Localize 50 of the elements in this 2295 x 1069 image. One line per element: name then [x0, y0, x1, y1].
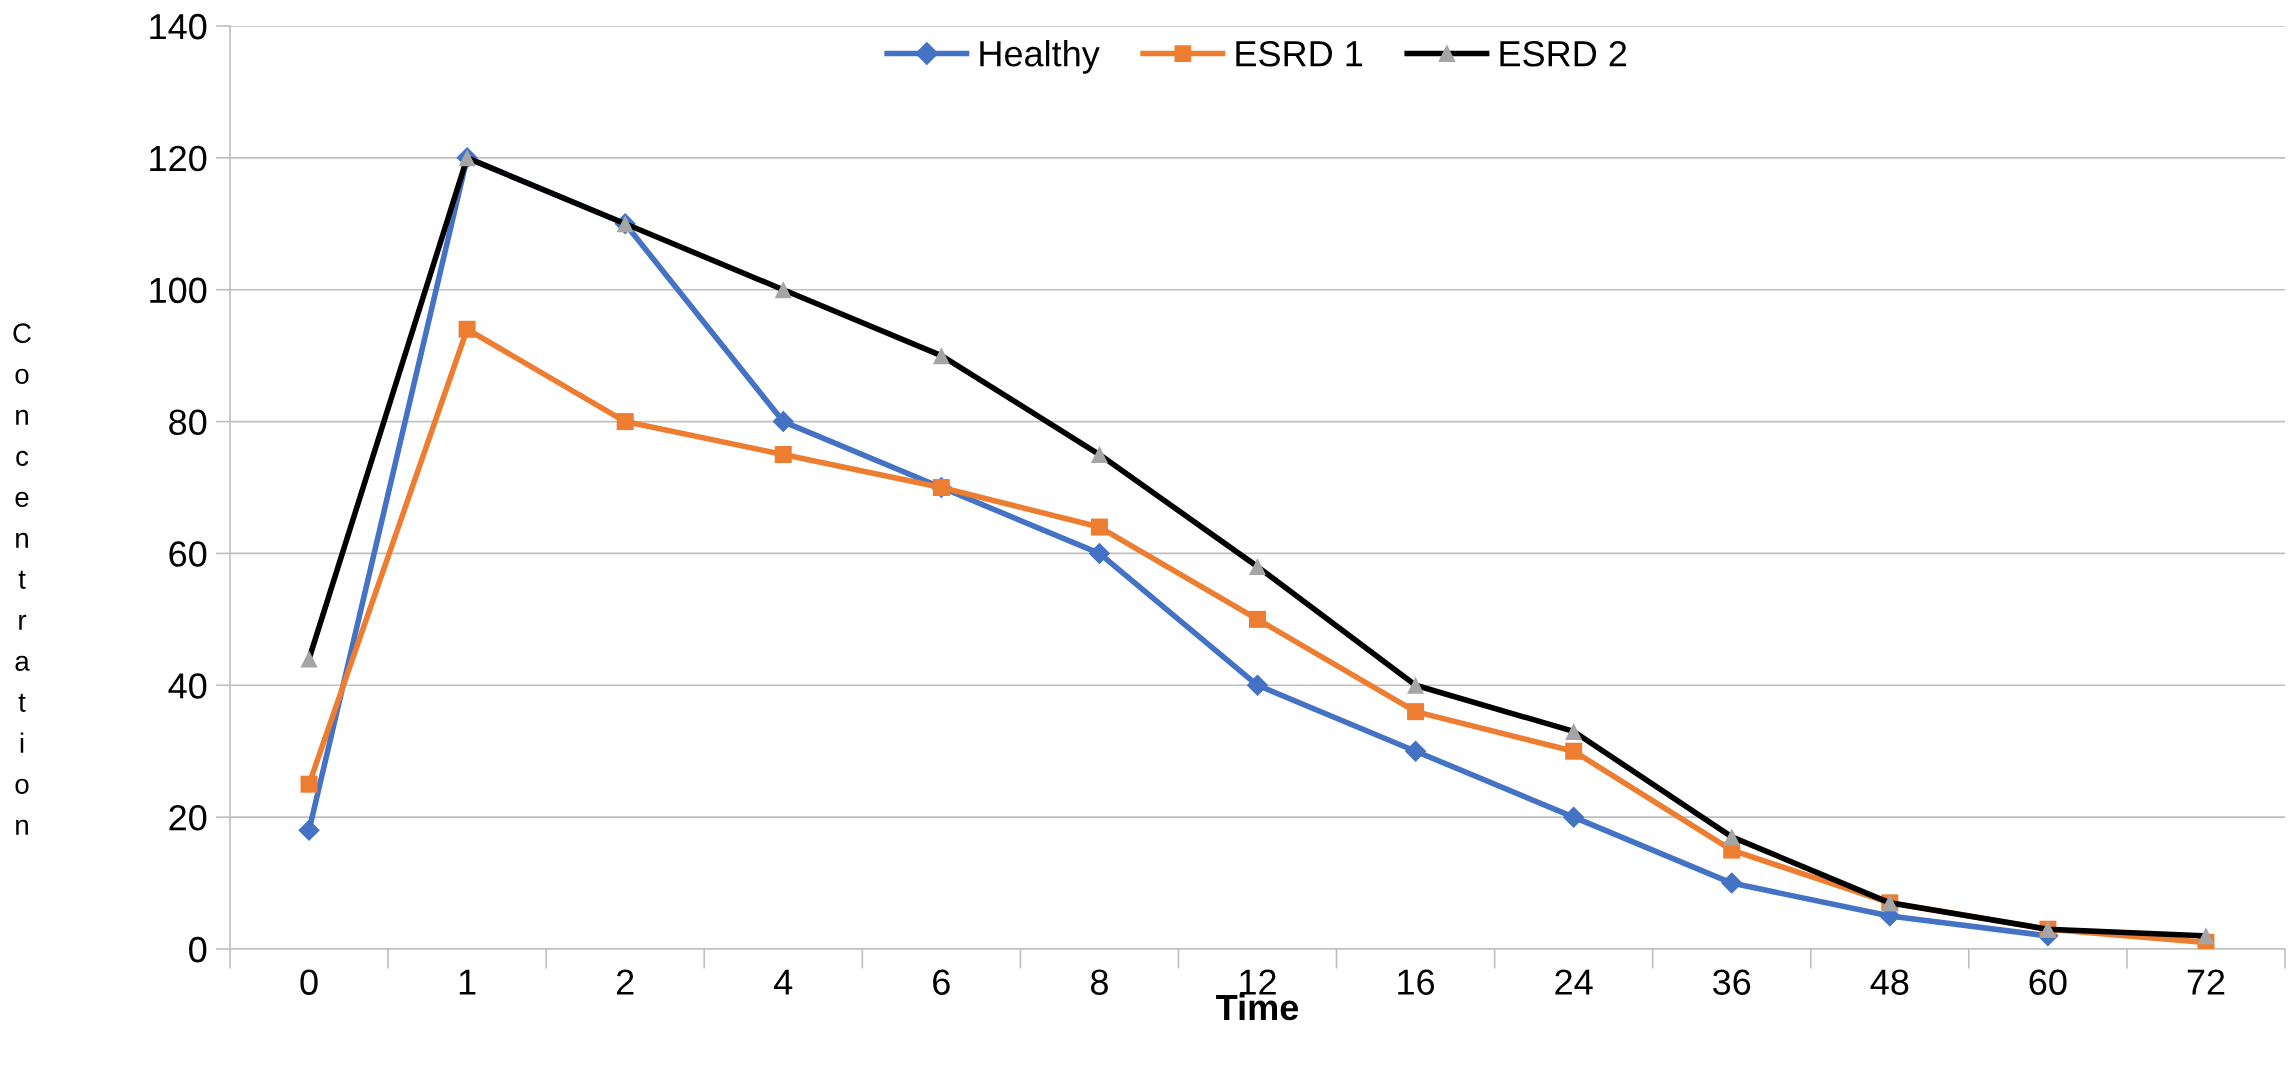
x-tick-label: 8 — [1090, 969, 1108, 995]
x-axis-title: Time — [1216, 993, 1299, 1021]
y-tick-label: 20 — [169, 805, 207, 831]
x-tick-label: 16 — [1398, 969, 1435, 995]
point — [458, 320, 476, 338]
x-tick-label: 4 — [774, 969, 793, 995]
point — [772, 410, 795, 433]
legend-label: ESRD 1 — [1236, 40, 1363, 67]
point — [1565, 742, 1583, 760]
point — [1088, 542, 1111, 565]
y-tick-label: 60 — [169, 541, 207, 567]
point — [1090, 446, 1108, 464]
x-tick-label: 6 — [933, 969, 950, 995]
x-tick-label: 48 — [1870, 969, 1909, 995]
text: Concentration — [13, 323, 31, 835]
point — [932, 347, 950, 365]
point — [300, 650, 318, 668]
point — [774, 446, 792, 464]
x-tick-label: 2 — [616, 969, 634, 995]
point — [1565, 722, 1583, 740]
point — [1090, 518, 1108, 536]
x-tick-label: 60 — [2029, 969, 2067, 995]
point — [298, 819, 320, 842]
legend-label: Healthy — [980, 40, 1100, 74]
x-tick-label: 72 — [2187, 969, 2225, 995]
x-tick-label: 12 — [1240, 969, 1276, 995]
point — [1248, 558, 1267, 576]
point — [616, 413, 634, 431]
y-tick-label: 0 — [189, 936, 207, 963]
point — [1404, 740, 1427, 762]
x-tick-label: 0 — [300, 969, 318, 995]
point — [1407, 703, 1425, 721]
y-tick-label: 120 — [150, 145, 207, 172]
y-tick-label: 100 — [150, 277, 207, 304]
point — [1720, 872, 1743, 894]
y-tick-label: 140 — [150, 13, 207, 40]
x-tick-label: 1 — [459, 969, 476, 995]
y-tick-label: 40 — [168, 673, 207, 699]
legend-label: ESRD 2 — [1500, 40, 1627, 67]
point — [774, 281, 792, 299]
x-tick-label: 36 — [1713, 969, 1751, 995]
point — [1723, 828, 1741, 846]
point — [2197, 927, 2215, 945]
x-tick-label: 24 — [1555, 969, 1593, 995]
point — [1562, 806, 1585, 828]
point — [1248, 610, 1267, 628]
y-tick-label: 80 — [169, 409, 207, 436]
point — [1246, 674, 1269, 697]
point — [1407, 676, 1425, 694]
point — [300, 775, 318, 793]
